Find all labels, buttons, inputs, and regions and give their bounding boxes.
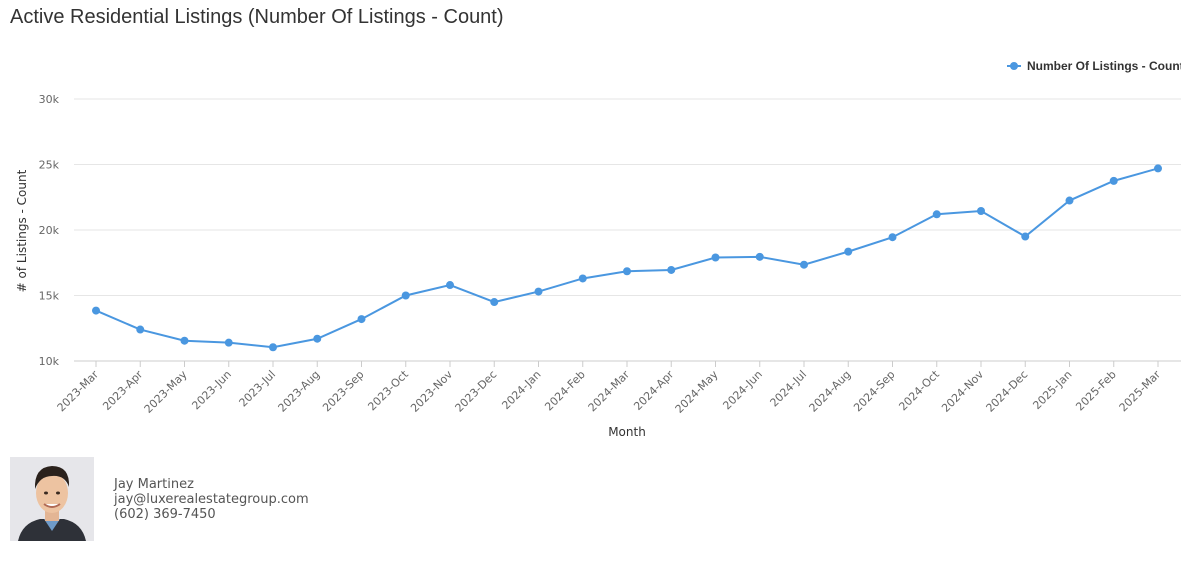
data-point[interactable] [711, 253, 720, 262]
x-axis-label: Month [608, 425, 646, 439]
x-tick-label: 2023-Jul [237, 368, 279, 410]
x-tick-label: 2023-Dec [453, 368, 500, 415]
agent-info: Jay Martinez jay@luxerealestategroup.com… [114, 477, 309, 522]
x-tick-label: 2024-Aug [807, 368, 854, 415]
x-tick-label: 2025-Feb [1073, 368, 1119, 414]
data-point[interactable] [313, 334, 322, 343]
legend-label: Number Of Listings - Count [1027, 59, 1181, 73]
line-chart: 10k 15k 20k 25k 30k 2023-Mar 2023-Apr2023-May… [15, 59, 1181, 439]
y-tick-label: 20k [39, 224, 60, 237]
data-point[interactable] [800, 260, 808, 269]
data-point[interactable] [490, 298, 499, 307]
data-point[interactable] [932, 210, 941, 219]
chart-title: Active Residential Listings (Number Of L… [10, 6, 504, 28]
y-axis-label: # of Listings - Count [15, 169, 29, 292]
x-tick-label: 2024-Oct [896, 367, 942, 413]
data-point[interactable] [888, 233, 897, 242]
data-point[interactable] [755, 252, 764, 261]
x-tick-label: 2024-Jun [720, 368, 764, 412]
data-point[interactable] [977, 207, 985, 216]
x-tick-label: 2023-Sep [320, 368, 366, 414]
data-point[interactable] [1154, 164, 1162, 173]
data-point[interactable] [1021, 232, 1030, 241]
x-tick-label: 2023-Apr [100, 368, 145, 413]
x-tick-label: 2024-Sep [851, 368, 897, 414]
data-point[interactable] [446, 281, 454, 290]
x-tick-label: 2024-Feb [542, 368, 588, 414]
x-tick-label: 2023-Nov [408, 368, 455, 415]
x-tick-label: 2024-Nov [939, 368, 986, 415]
agent-name: Jay Martinez [114, 477, 194, 492]
x-tick-label: 2023-May [142, 368, 190, 416]
x-tick-label: 2023-Mar [55, 368, 102, 415]
x-tick-label: 2024-May [673, 368, 721, 416]
data-point[interactable] [1109, 176, 1118, 185]
y-tick-labels: 10k 15k 20k 25k 30k [39, 93, 60, 368]
data-point[interactable] [667, 265, 676, 274]
x-tick-label: 2024-Apr [631, 368, 676, 413]
x-tick-label: 2023-Jun [189, 368, 233, 412]
data-point[interactable] [136, 325, 145, 334]
y-tick-label: 30k [39, 93, 60, 106]
data-point[interactable] [224, 338, 233, 347]
data-point[interactable] [180, 336, 189, 345]
legend[interactable]: Number Of Listings - Count [1007, 59, 1181, 73]
data-point[interactable] [1065, 196, 1074, 205]
agent-avatar [10, 457, 94, 541]
legend-dot-marker [1010, 62, 1018, 70]
x-tick-label: 2024-Jan [499, 368, 543, 412]
data-point[interactable] [401, 291, 410, 300]
x-tick-label: 2025-Jan [1030, 368, 1074, 412]
y-tick-label: 15k [39, 290, 60, 303]
x-tick-label: 2023-Aug [276, 368, 323, 415]
data-point[interactable] [357, 315, 366, 324]
series-line [95, 167, 1159, 349]
data-point[interactable] [269, 343, 277, 352]
data-point[interactable] [92, 306, 100, 315]
data-point[interactable] [578, 274, 587, 283]
series-layer [92, 164, 1162, 352]
agent-email[interactable]: jay@luxerealestategroup.com [114, 492, 309, 507]
data-point[interactable] [844, 247, 853, 256]
data-point[interactable] [534, 287, 543, 296]
agent-phone[interactable]: (602) 369-7450 [114, 507, 216, 522]
x-tick-label: 2025-Mar [1117, 368, 1164, 415]
x-tick-label: 2023-Oct [365, 367, 411, 413]
x-tick-label: 2024-Dec [984, 368, 1031, 415]
x-tick-label: 2024-Jul [768, 368, 810, 410]
y-tick-label: 25k [39, 159, 60, 172]
y-tick-label: 10k [39, 355, 60, 368]
data-point[interactable] [623, 267, 631, 276]
x-tick-label: 2024-Mar [586, 368, 633, 415]
